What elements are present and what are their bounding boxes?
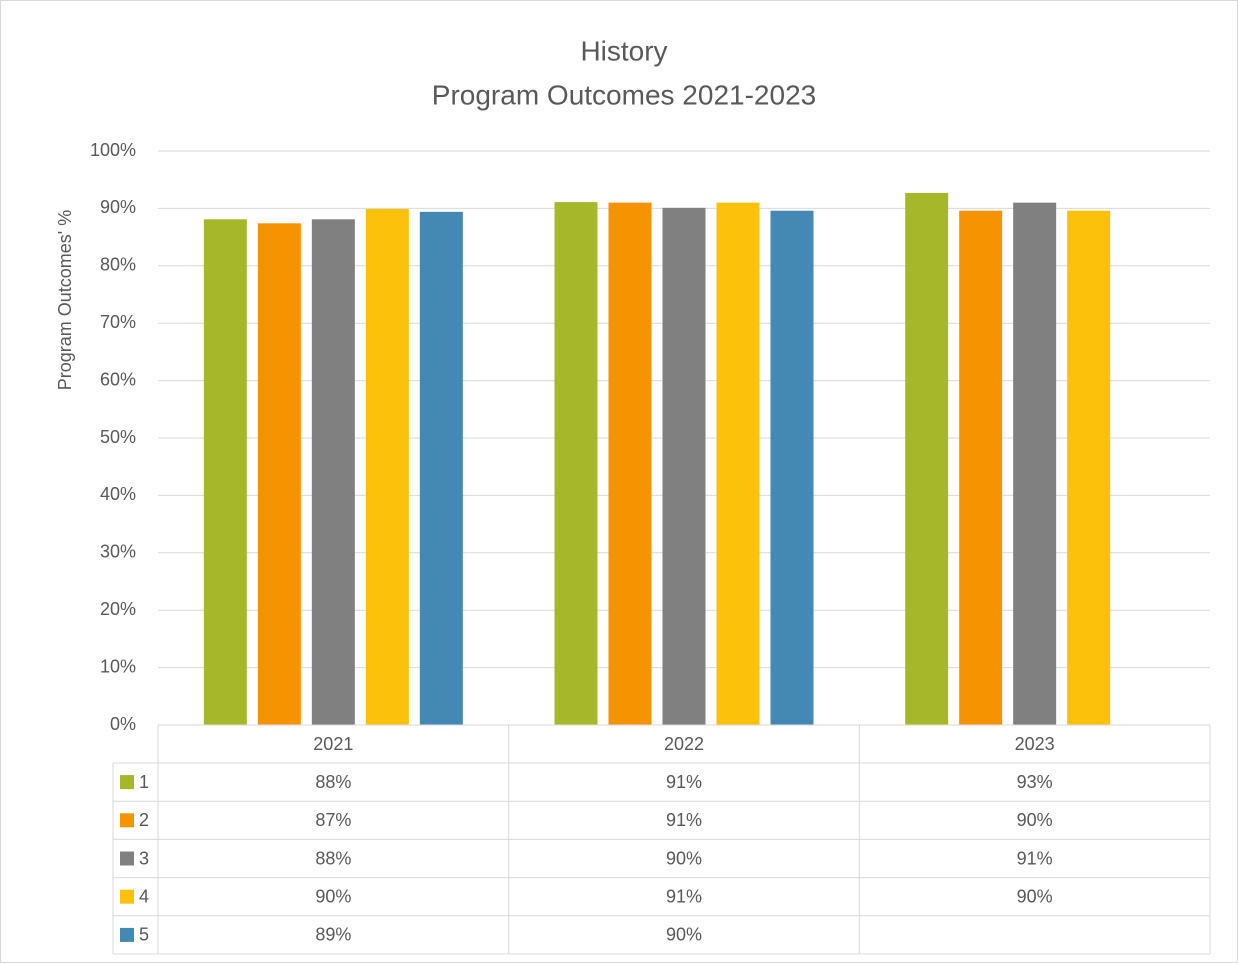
y-tick-label: 10% — [100, 656, 136, 676]
table-cell: 91% — [1017, 848, 1053, 868]
bar — [554, 202, 598, 725]
bar — [662, 207, 706, 726]
table-cell: 90% — [666, 925, 702, 945]
table-cell: 90% — [1017, 810, 1053, 830]
chart-title: History — [580, 35, 667, 66]
y-tick-label: 50% — [100, 427, 136, 447]
bar — [905, 192, 949, 726]
table-cell: 90% — [315, 886, 351, 906]
bar — [311, 219, 355, 725]
y-tick-label: 100% — [90, 140, 136, 160]
table-cell: 88% — [315, 848, 351, 868]
y-tick-label: 90% — [100, 197, 136, 217]
table-cell: 91% — [666, 886, 702, 906]
bar — [419, 211, 463, 725]
table-cell: 89% — [315, 925, 351, 945]
legend-key — [120, 775, 134, 790]
table-cell: 88% — [315, 772, 351, 792]
legend-label: 1 — [139, 772, 149, 792]
legend-key — [120, 851, 134, 866]
table-cell: 93% — [1017, 772, 1053, 792]
legend-label: 4 — [139, 886, 149, 906]
bar — [1067, 210, 1111, 726]
y-tick-label: 60% — [100, 369, 136, 389]
y-axis-title: Program Outcomes' % — [55, 210, 75, 391]
legend-key — [120, 813, 134, 828]
y-tick-label: 20% — [100, 599, 136, 619]
legend-label: 2 — [139, 810, 149, 830]
y-tick-label: 80% — [100, 255, 136, 275]
x-tick-label: 2023 — [1015, 734, 1055, 754]
y-tick-label: 30% — [100, 542, 136, 562]
x-tick-label: 2021 — [313, 734, 353, 754]
bar — [257, 223, 301, 725]
y-tick-label: 0% — [110, 714, 136, 734]
bar — [770, 210, 814, 726]
table-cell: 91% — [666, 810, 702, 830]
legend-key — [120, 927, 134, 942]
x-tick-label: 2022 — [664, 734, 704, 754]
bar — [716, 202, 760, 725]
y-tick-label: 40% — [100, 484, 136, 504]
bar — [365, 208, 409, 725]
bar — [959, 210, 1003, 726]
table-cell: 90% — [666, 848, 702, 868]
legend-label: 3 — [139, 848, 149, 868]
legend-label: 5 — [139, 925, 149, 945]
bar — [1013, 202, 1057, 725]
legend-key — [120, 889, 134, 904]
chart-subtitle: Program Outcomes 2021-2023 — [432, 79, 816, 110]
table-cell: 87% — [315, 810, 351, 830]
bar — [203, 219, 247, 725]
table-cell: 90% — [1017, 886, 1053, 906]
table-cell: 91% — [666, 772, 702, 792]
bar — [608, 202, 652, 725]
y-tick-label: 70% — [100, 312, 136, 332]
